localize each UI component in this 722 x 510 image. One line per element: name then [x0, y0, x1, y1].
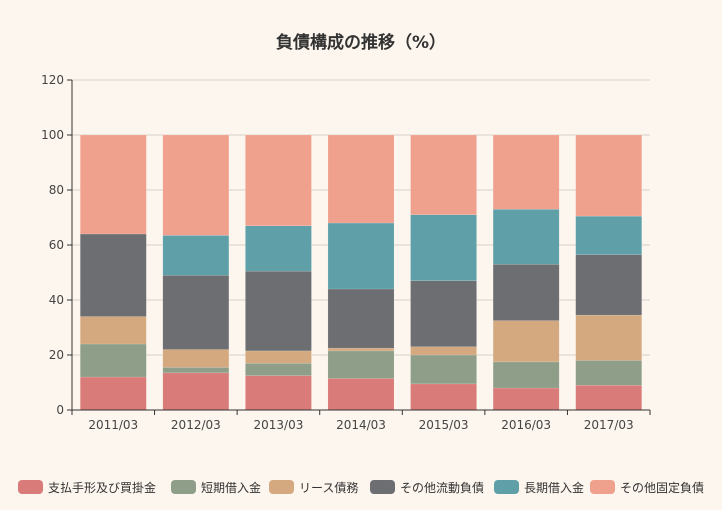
bar-segment[interactable] — [492, 387, 560, 411]
y-tick-label: 20 — [49, 348, 64, 362]
bar-segment[interactable] — [575, 134, 642, 217]
bar-segment[interactable] — [410, 134, 477, 215]
y-tick-label: 40 — [49, 293, 64, 307]
bar-segment[interactable] — [245, 363, 312, 376]
bar-segment[interactable] — [245, 350, 312, 364]
legend-swatch — [494, 480, 519, 494]
legend-label: その他流動負債 — [400, 480, 484, 495]
bar-segment[interactable] — [575, 314, 642, 361]
legend-label: 短期借入金 — [201, 480, 261, 495]
x-tick-label: 2016/03 — [501, 418, 551, 432]
bar-segment[interactable] — [492, 134, 560, 210]
bar-segment[interactable] — [575, 385, 642, 411]
x-tick-label: 2014/03 — [336, 418, 386, 432]
legend-item[interactable]: 短期借入金 — [171, 480, 261, 495]
x-tick-label: 2017/03 — [584, 418, 634, 432]
bar-segment[interactable] — [80, 316, 147, 345]
legend-swatch — [269, 480, 294, 494]
bar-segment[interactable] — [80, 343, 147, 378]
bar-segment[interactable] — [245, 134, 312, 226]
bar-segment[interactable] — [80, 233, 147, 317]
bar-segment[interactable] — [492, 361, 560, 389]
legend-swatch — [590, 480, 615, 494]
bar-segment[interactable] — [245, 375, 312, 411]
legend-swatch — [171, 480, 196, 494]
bar-segment[interactable] — [410, 280, 477, 347]
bar-segment[interactable] — [492, 320, 560, 363]
bar-segment[interactable] — [575, 215, 642, 255]
bar-segment[interactable] — [245, 225, 312, 272]
bar-segment[interactable] — [327, 222, 395, 290]
legend-item[interactable]: 長期借入金 — [494, 480, 584, 495]
bar-segment[interactable] — [162, 372, 230, 411]
bar-segment[interactable] — [410, 214, 477, 281]
legend-swatch — [370, 480, 395, 494]
axes — [71, 80, 650, 411]
bar-segment[interactable] — [327, 378, 395, 411]
legend-swatch — [18, 480, 43, 494]
legend-label: 支払手形及び買掛金 — [48, 480, 156, 495]
bar-segment[interactable] — [327, 347, 395, 352]
bar-segment[interactable] — [327, 134, 395, 224]
bar-segment[interactable] — [575, 254, 642, 316]
bar-segment[interactable] — [492, 264, 560, 321]
bar-segment[interactable] — [327, 350, 395, 379]
legend[interactable]: 支払手形及び買掛金 短期借入金 リース債務 その他流動負債 長期借入金 その他固定負債 — [18, 480, 704, 495]
legend-item[interactable]: 支払手形及び買掛金 — [18, 480, 156, 495]
bar-segment[interactable] — [80, 376, 147, 411]
bar-segment[interactable] — [410, 346, 477, 356]
bar-segment[interactable] — [162, 367, 230, 374]
bar-segment[interactable] — [162, 134, 230, 236]
bar-segment[interactable] — [492, 209, 560, 265]
legend-item[interactable]: リース債務 — [269, 480, 358, 495]
legend-item[interactable]: その他固定負債 — [590, 480, 704, 495]
bar-segment[interactable] — [245, 270, 312, 352]
legend-label: リース債務 — [299, 480, 358, 495]
y-tick-label: 0 — [56, 403, 64, 417]
y-tick-label: 100 — [41, 128, 64, 142]
y-axis-ticks: 0 20 40 60 80 100 120 — [41, 73, 72, 417]
bar-segment[interactable] — [80, 134, 147, 235]
x-tick-label: 2011/03 — [88, 418, 138, 432]
bar-segment[interactable] — [162, 235, 230, 276]
x-tick-label: 2012/03 — [171, 418, 221, 432]
legend-item[interactable]: その他流動負債 — [370, 480, 484, 495]
bar-segment[interactable] — [575, 360, 642, 386]
legend-label: 長期借入金 — [524, 480, 584, 495]
x-tick-label: 2015/03 — [419, 418, 469, 432]
x-tick-label: 2013/03 — [253, 418, 303, 432]
bar-segment[interactable] — [162, 349, 230, 368]
legend-label: その他固定負債 — [620, 480, 704, 495]
y-tick-label: 60 — [49, 238, 64, 252]
bar-segment[interactable] — [162, 275, 230, 350]
chart-title: 負債構成の推移（%） — [275, 33, 447, 53]
bar-segment[interactable] — [410, 383, 477, 411]
bars — [80, 134, 642, 411]
bar-segment[interactable] — [410, 354, 477, 385]
y-tick-label: 80 — [49, 183, 64, 197]
y-tick-label: 120 — [41, 73, 64, 87]
bar-segment[interactable] — [327, 288, 395, 349]
x-axis-ticks: 2011/03 2012/03 2013/03 2014/03 2015/03 2016/… — [71, 410, 651, 432]
